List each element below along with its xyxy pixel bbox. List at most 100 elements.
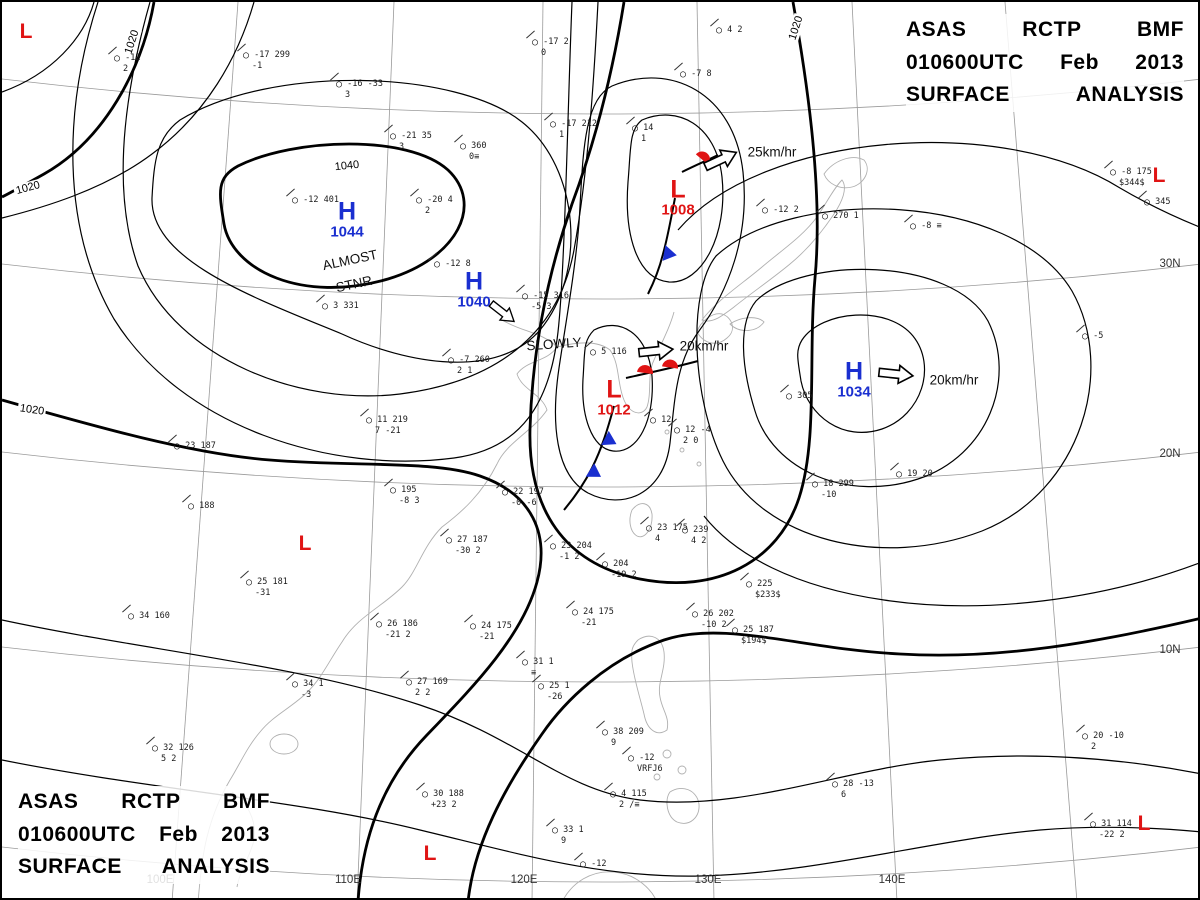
- station-values: 12 -4: [680, 425, 711, 435]
- station-values-secondary: $233$: [755, 589, 781, 600]
- station-circle-icon: ○: [590, 347, 597, 358]
- station-values-secondary: -8 3: [399, 495, 420, 506]
- station-plot: ○ 23 175 4: [640, 516, 688, 544]
- station-circle-icon: ○: [114, 53, 121, 64]
- station-values: -12: [586, 859, 607, 869]
- station-values-secondary: VRFJ6: [637, 763, 663, 774]
- station-values-secondary: -1: [252, 60, 263, 71]
- pressure-letter: H: [844, 357, 864, 386]
- station-circle-icon: ○: [470, 621, 477, 632]
- station-values: 23 175: [652, 523, 688, 533]
- station-plot: ○ 188: [182, 494, 215, 513]
- station-circle-icon: ○: [692, 609, 699, 620]
- station-circle-icon: ○: [602, 727, 609, 738]
- station-values: 3 331: [328, 301, 359, 311]
- station-plot: ○ 34 160: [122, 604, 170, 623]
- station-values-secondary: -19 2: [611, 569, 637, 580]
- station-circle-icon: ○: [910, 221, 917, 232]
- station-circle-icon: ○: [732, 625, 739, 636]
- annotation-text: SLOWLY: [525, 334, 583, 354]
- annotation-text: 25km/hr: [747, 144, 797, 160]
- station-circle-icon: ○: [762, 205, 769, 216]
- station-values: 27 169: [412, 677, 448, 687]
- station-values-secondary: ≡: [531, 667, 537, 678]
- station-circle-icon: ○: [422, 789, 429, 800]
- station-values-secondary: 9: [611, 737, 617, 748]
- station-values: 23 204: [556, 541, 592, 551]
- annotation-text: 20km/hr: [929, 372, 979, 388]
- station-circle-icon: ○: [572, 607, 579, 618]
- station-plot: ○ 19 20: [890, 462, 933, 481]
- station-values-secondary: 9: [561, 835, 567, 846]
- station-values: 38 209: [608, 727, 644, 737]
- station-plot: ○ 20 -10 2: [1076, 724, 1124, 752]
- station-values-secondary: -30 2: [455, 545, 481, 556]
- station-values-secondary: -26: [547, 691, 563, 702]
- pressure-letter: L: [670, 175, 686, 204]
- title-line-3: SURFACE ANALYSIS: [906, 83, 1184, 107]
- station-plot: ○ 5 116: [584, 340, 627, 359]
- station-plot: ○ 12 -4 2 0: [668, 418, 711, 446]
- station-circle-icon: ○: [292, 195, 299, 206]
- cold-front-symbol: [662, 245, 677, 261]
- station-plot: ○ -12 2: [108, 46, 141, 74]
- minor-low-marker: L: [298, 532, 312, 555]
- station-plot: ○ 28 -13 6: [826, 772, 874, 800]
- cold-front-line: [647, 197, 676, 295]
- station-values: 24 175: [476, 621, 512, 631]
- pressure-value: 1008: [661, 200, 695, 218]
- annotation-text: ALMOST: [321, 246, 379, 274]
- pressure-center-h-1044: H 1044: [330, 199, 364, 240]
- station-circle-icon: ○: [786, 391, 793, 402]
- station-values-secondary: 4 2: [691, 535, 707, 546]
- station-values: -8 ≡: [916, 221, 942, 231]
- station-circle-icon: ○: [550, 119, 557, 130]
- title-line-2: 010600UTC Feb 2013: [18, 822, 270, 846]
- station-values: 22 197: [508, 487, 544, 497]
- station-plot: ○ -12: [574, 852, 607, 871]
- minor-low-marker: L: [19, 20, 33, 43]
- annotation-text: 20km/hr: [679, 338, 729, 354]
- movement-arrow-icon: [702, 149, 738, 172]
- station-circle-icon: ○: [1144, 197, 1151, 208]
- pressure-center-l-1012: L 1012: [597, 377, 630, 418]
- station-plot: ○ 4 2: [710, 18, 743, 37]
- station-plot: ○ 31 114 -22 2: [1084, 812, 1132, 840]
- pressure-value: 1040: [457, 292, 491, 310]
- movement-arrows: [488, 149, 915, 385]
- isobar-label: 1020: [785, 12, 807, 44]
- station-circle-icon: ○: [650, 415, 657, 426]
- station-values: 345: [1150, 197, 1171, 207]
- station-plot: ○ 32 126 5 2: [146, 736, 194, 764]
- title-line-2: 010600UTC Feb 2013: [906, 50, 1184, 74]
- pressure-center-h-1040: H 1040: [457, 269, 491, 310]
- station-plot: ○ -17 212 1: [544, 112, 597, 140]
- station-values: -21 35: [396, 131, 432, 141]
- station-circle-icon: ○: [550, 541, 557, 552]
- station-values: -17 212: [556, 119, 597, 129]
- lat-label: 20N: [1159, 448, 1181, 460]
- station-circle-icon: ○: [390, 131, 397, 142]
- station-values-secondary: 3: [399, 141, 405, 152]
- station-values-secondary: +23 2: [431, 799, 457, 810]
- station-circle-icon: ○: [602, 559, 609, 570]
- station-plot: ○ -12 VRFJ6: [622, 746, 663, 774]
- fronts: [563, 151, 719, 511]
- station-circle-icon: ○: [716, 25, 723, 36]
- station-circle-icon: ○: [292, 679, 299, 690]
- station-values-secondary: 2 1: [457, 365, 473, 376]
- station-circle-icon: ○: [610, 789, 617, 800]
- station-plot: ○ 239 4 2: [676, 518, 709, 546]
- station-circle-icon: ○: [674, 425, 681, 436]
- station-plot: ○ 14 1: [626, 116, 653, 144]
- station-values-secondary: 2: [1091, 741, 1097, 752]
- station-values-secondary: 1: [559, 129, 565, 140]
- station-plot: ○ 38 209 9: [596, 720, 644, 748]
- station-plot: ○ -12 401: [286, 188, 339, 207]
- pressure-value: 1044: [330, 222, 364, 240]
- station-circle-icon: ○: [366, 415, 373, 426]
- station-circle-icon: ○: [522, 291, 529, 302]
- station-plot: ○ 26 202 -10 2: [686, 602, 734, 630]
- station-plot: ○ -16 -33 3: [330, 72, 383, 100]
